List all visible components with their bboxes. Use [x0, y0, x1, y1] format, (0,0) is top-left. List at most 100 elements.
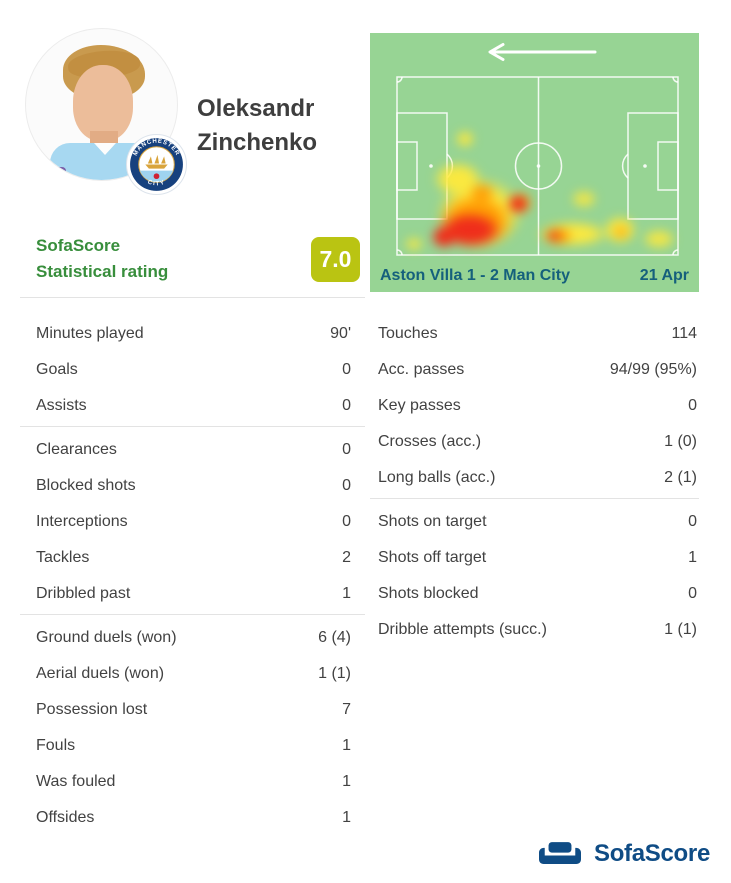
stat-row: Aerial duels (won) 1 (1): [20, 656, 365, 692]
heat-blob: [636, 225, 682, 253]
player-last-name: Zinchenko: [197, 129, 318, 156]
stat-label: Possession lost: [36, 701, 148, 718]
stat-value: 1 (0): [664, 433, 697, 450]
stat-row: Acc. passes 94/99 (95%): [370, 352, 699, 388]
stats-right-column: Touches 114 Acc. passes 94/99 (95%) Key …: [370, 298, 699, 648]
heat-blob: [504, 191, 532, 217]
stat-value: 0: [342, 441, 351, 458]
player-avatar[interactable]: [25, 28, 178, 181]
stat-value: 1: [342, 737, 351, 754]
stat-value: 1: [342, 809, 351, 826]
divider: [20, 426, 365, 427]
heat-blob: [609, 222, 633, 242]
stat-group: Clearances 0 Blocked shots 0 Interceptio…: [20, 432, 365, 612]
stat-label: Tackles: [36, 549, 90, 566]
attack-direction-arrow-icon: [488, 43, 597, 61]
stat-value: 0: [342, 397, 351, 414]
stat-label: Blocked shots: [36, 477, 136, 494]
stat-label: Assists: [36, 397, 87, 414]
stat-row: Key passes 0: [370, 388, 699, 424]
manchester-city-badge-icon: MANCHESTER CITY: [126, 134, 187, 195]
heat-blob: [452, 127, 478, 151]
stat-value: 0: [688, 513, 697, 530]
stat-row: Long balls (acc.) 2 (1): [370, 460, 699, 496]
stat-row: Shots blocked 0: [370, 576, 699, 612]
brand-text: SofaScore: [593, 840, 710, 867]
heat-blob: [426, 221, 462, 253]
stat-label: Crosses (acc.): [378, 433, 482, 450]
stat-value: 0: [688, 397, 697, 414]
stat-group: Minutes played 90' Goals 0 Assists 0: [20, 316, 365, 424]
stat-label: Dribble attempts (succ.): [378, 621, 547, 638]
match-label[interactable]: Aston Villa 1 - 2 Man City: [380, 267, 570, 284]
heat-blob: [544, 228, 564, 244]
stat-value: 1 (1): [664, 621, 697, 638]
stat-label: Interceptions: [36, 513, 128, 530]
stat-label: Acc. passes: [378, 361, 465, 378]
stat-row: Shots on target 0: [370, 504, 699, 540]
stat-row: Dribble attempts (succ.) 1 (1): [370, 612, 699, 648]
divider: [370, 498, 699, 499]
stat-label: Ground duels (won): [36, 629, 177, 646]
divider: [20, 614, 365, 615]
stat-label: Long balls (acc.): [378, 469, 496, 486]
stat-label: Shots on target: [378, 513, 487, 530]
stat-label: Aerial duels (won): [36, 665, 165, 682]
avatar-face: [73, 65, 133, 141]
stat-value: 114: [671, 325, 697, 342]
player-name[interactable]: Oleksandr Zinchenko: [197, 92, 317, 160]
stat-row: Goals 0: [20, 352, 365, 388]
match-info-row: Aston Villa 1 - 2 Man City 21 Apr: [380, 267, 689, 285]
stat-row: Clearances 0: [20, 432, 365, 468]
stats-left-column: Minutes played 90' Goals 0 Assists 0 Cle…: [20, 297, 365, 836]
stat-value: 0: [342, 477, 351, 494]
stat-value: 0: [342, 361, 351, 378]
stat-value: 2: [342, 549, 351, 566]
footer-brand: SofaScore: [538, 840, 710, 868]
avatar-sleeve: [50, 167, 66, 180]
stat-row: Crosses (acc.) 1 (0): [370, 424, 699, 460]
sofa-icon: [538, 841, 581, 864]
stat-label: Offsides: [36, 809, 95, 826]
stat-group: Shots on target 0 Shots off target 1 Sho…: [370, 504, 699, 648]
stat-label: Key passes: [378, 397, 461, 414]
stat-group: Touches 114 Acc. passes 94/99 (95%) Key …: [370, 316, 699, 496]
stat-label: Fouls: [36, 737, 76, 754]
stat-row: Was fouled 1: [20, 764, 365, 800]
stat-value: 94/99 (95%): [609, 361, 697, 378]
stat-label: Touches: [378, 325, 438, 342]
stat-row: Touches 114: [370, 316, 699, 352]
stat-row: Shots off target 1: [370, 540, 699, 576]
avatar-collar: [94, 143, 116, 155]
stat-row: Assists 0: [20, 388, 365, 424]
stat-row: Offsides 1: [20, 800, 365, 836]
stat-group: Ground duels (won) 6 (4) Aerial duels (w…: [20, 620, 365, 836]
svg-text:CITY: CITY: [147, 179, 167, 188]
rating-badge: 7.0: [311, 237, 360, 282]
heatmap-card: Aston Villa 1 - 2 Man City 21 Apr: [370, 33, 699, 292]
heatmap-layer: [370, 33, 699, 292]
stat-label: Shots off target: [378, 549, 487, 566]
stat-value: 7: [342, 701, 351, 718]
stat-value: 90': [330, 325, 351, 342]
stat-label: Clearances: [36, 441, 117, 458]
stat-label: Dribbled past: [36, 585, 131, 602]
stat-row: Possession lost 7: [20, 692, 365, 728]
stat-value: 0: [688, 585, 697, 602]
stat-value: 1: [342, 773, 351, 790]
stat-label: Was fouled: [36, 773, 116, 790]
stat-label: Goals: [36, 361, 78, 378]
stat-label: Shots blocked: [378, 585, 479, 602]
stat-value: 1: [342, 585, 351, 602]
match-date: 21 Apr: [639, 267, 689, 284]
heat-blob: [566, 186, 602, 212]
player-first-name: Oleksandr: [197, 95, 315, 122]
rating-label-line1: SofaScore: [36, 236, 121, 255]
stat-row: Fouls 1: [20, 728, 365, 764]
stat-value: 0: [342, 513, 351, 530]
stat-row: Interceptions 0: [20, 504, 365, 540]
rating-label: SofaScore Statistical rating: [36, 233, 168, 285]
stat-label: Minutes played: [36, 325, 144, 342]
heat-blob: [464, 179, 500, 207]
stat-value: 6 (4): [318, 629, 351, 646]
